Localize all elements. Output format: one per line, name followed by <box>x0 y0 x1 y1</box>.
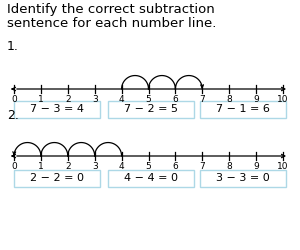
Text: 8: 8 <box>226 162 232 171</box>
Text: 2: 2 <box>65 162 70 171</box>
Text: 10: 10 <box>277 162 289 171</box>
FancyBboxPatch shape <box>14 170 100 186</box>
FancyBboxPatch shape <box>108 100 194 117</box>
Text: 5: 5 <box>146 95 152 104</box>
Text: 5: 5 <box>146 162 152 171</box>
Text: 7 − 2 = 5: 7 − 2 = 5 <box>124 104 178 114</box>
Text: 3 − 3 = 0: 3 − 3 = 0 <box>216 173 270 183</box>
Text: 7 − 3 = 4: 7 − 3 = 4 <box>30 104 84 114</box>
Text: 7: 7 <box>200 95 205 104</box>
Text: 9: 9 <box>253 95 259 104</box>
Text: 3: 3 <box>92 95 98 104</box>
Text: 1: 1 <box>38 162 44 171</box>
Text: 2: 2 <box>65 95 70 104</box>
Text: 2.: 2. <box>7 109 19 122</box>
Text: 9: 9 <box>253 162 259 171</box>
Text: 7 − 1 = 6: 7 − 1 = 6 <box>216 104 270 114</box>
Text: 4: 4 <box>119 162 124 171</box>
FancyBboxPatch shape <box>200 100 286 117</box>
Text: 7: 7 <box>200 162 205 171</box>
FancyBboxPatch shape <box>14 100 100 117</box>
Text: 0: 0 <box>11 162 17 171</box>
Text: 8: 8 <box>226 95 232 104</box>
Text: 4 − 4 = 0: 4 − 4 = 0 <box>124 173 178 183</box>
Text: 10: 10 <box>277 95 289 104</box>
Text: 4: 4 <box>119 95 124 104</box>
FancyBboxPatch shape <box>200 170 286 186</box>
Text: 1.: 1. <box>7 40 19 53</box>
Text: 3: 3 <box>92 162 98 171</box>
Text: 6: 6 <box>172 95 178 104</box>
Text: 6: 6 <box>172 162 178 171</box>
FancyBboxPatch shape <box>108 170 194 186</box>
Text: 0: 0 <box>11 95 17 104</box>
Text: Identify the correct subtraction: Identify the correct subtraction <box>7 3 215 16</box>
Text: 2 − 2 = 0: 2 − 2 = 0 <box>30 173 84 183</box>
Text: sentence for each number line.: sentence for each number line. <box>7 17 216 30</box>
Text: 1: 1 <box>38 95 44 104</box>
